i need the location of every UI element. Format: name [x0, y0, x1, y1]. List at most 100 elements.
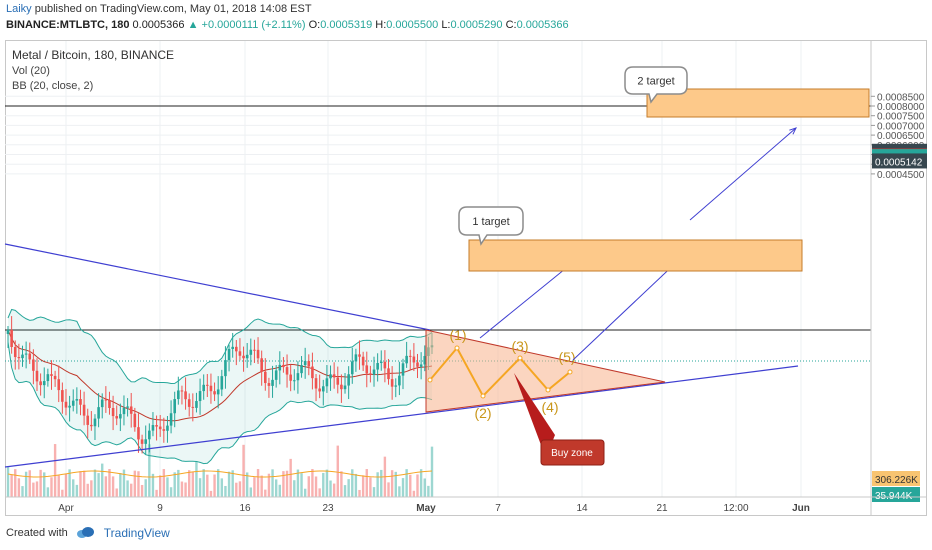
- target-arrow-3: [689, 127, 797, 221]
- volume-bar: [245, 472, 249, 497]
- volume-bar: [162, 469, 166, 497]
- volume-bar: [6, 466, 10, 497]
- candle-body: [191, 406, 195, 408]
- volume-bar: [216, 469, 220, 497]
- candle-body: [166, 425, 169, 431]
- volume-bar: [10, 474, 13, 497]
- buy-zone-pointer: [514, 373, 555, 445]
- candle-body: [282, 364, 285, 368]
- volume-bar: [300, 473, 303, 497]
- volume-bar: [93, 469, 97, 497]
- candle-body: [394, 385, 398, 387]
- wave-label: (1): [449, 327, 466, 343]
- candle-body: [64, 401, 68, 408]
- volume-bar: [347, 479, 350, 497]
- volume-bar: [376, 472, 379, 497]
- bb-lower-band: [7, 341, 433, 465]
- volume-label-bg: [872, 471, 920, 486]
- volume-bar: [202, 469, 205, 497]
- target-2-callout-label: 2 target: [637, 76, 674, 88]
- candle-body: [122, 407, 126, 415]
- x-tick-label: Jun: [792, 503, 810, 514]
- volume-bar: [39, 469, 42, 497]
- volume-bar: [108, 469, 111, 497]
- volume-bar: [57, 475, 60, 497]
- candle-body: [350, 361, 354, 375]
- candle-body: [46, 374, 50, 382]
- volume-bar: [238, 481, 242, 497]
- candle-body: [6, 330, 10, 334]
- y-tick-label: 0.0006500: [877, 131, 925, 142]
- candle-body: [220, 376, 224, 390]
- candle-body: [365, 365, 369, 374]
- candle-body: [387, 368, 390, 380]
- x-tick-label: 9: [157, 503, 163, 514]
- candle-body: [158, 426, 162, 430]
- candle-body: [104, 399, 108, 401]
- candle-body: [416, 362, 419, 367]
- candle-body: [271, 379, 274, 386]
- tradingview-brand[interactable]: TradingView: [103, 526, 170, 540]
- trendline-lower: [4, 365, 799, 468]
- volume-ma: [7, 470, 433, 478]
- volume-bar: [372, 487, 376, 497]
- volume-bar: [227, 471, 231, 497]
- candle-body: [390, 379, 394, 387]
- candle-body: [97, 407, 100, 419]
- x-tick-label: 23: [322, 503, 334, 514]
- last-price: 0.0005366: [132, 19, 185, 31]
- volume-bar: [380, 469, 383, 497]
- candle-body: [155, 425, 158, 427]
- candle-body: [180, 390, 184, 392]
- candle-body: [86, 415, 90, 425]
- volume-bar: [140, 484, 144, 497]
- volume-bar: [325, 469, 329, 497]
- created-with-label: Created with: [6, 527, 68, 539]
- trendline-upper: [4, 243, 431, 331]
- volume-bar: [213, 474, 216, 497]
- volume-bar: [282, 471, 285, 497]
- volume-bar: [285, 470, 289, 497]
- candle-body: [235, 346, 238, 352]
- volume-bar: [271, 469, 274, 497]
- volume-bar: [195, 461, 198, 497]
- x-tick-label: 16: [239, 503, 251, 514]
- candle-body: [325, 378, 329, 387]
- volume-bar: [86, 483, 89, 497]
- volume-bar: [307, 476, 310, 497]
- volume-bar: [137, 471, 140, 497]
- target-arrow-2: [572, 257, 682, 361]
- candle-body: [398, 375, 401, 386]
- x-tick-label: 21: [656, 503, 668, 514]
- candle-body: [129, 406, 133, 414]
- candle-body: [347, 374, 350, 386]
- candle-body: [278, 364, 282, 371]
- target-1-callout-bubble: [458, 206, 524, 246]
- volume-bar: [311, 469, 314, 497]
- volume-bar: [50, 477, 53, 497]
- volume-bar: [72, 479, 75, 497]
- candle-body: [119, 414, 122, 419]
- candle-body: [111, 408, 115, 417]
- candle-body: [61, 390, 64, 402]
- volume-bar: [303, 488, 307, 497]
- candle-body: [412, 356, 416, 363]
- candle-body: [289, 374, 292, 381]
- volume-bar: [412, 490, 416, 497]
- volume-bar: [64, 473, 68, 497]
- author-name[interactable]: Laiky: [6, 3, 32, 15]
- volume-bar: [419, 469, 423, 497]
- volume-bar: [104, 476, 108, 497]
- volume-bar: [122, 469, 126, 497]
- bb-fill: [8, 309, 432, 464]
- volume-bar: [46, 487, 50, 497]
- volume-bar: [278, 484, 281, 497]
- volume-bar: [173, 472, 176, 497]
- volume-bar: [130, 483, 133, 497]
- volume-label-bg: [872, 487, 920, 502]
- volume-bar: [24, 471, 28, 497]
- volume-bar: [224, 485, 227, 497]
- candle-body: [263, 371, 267, 384]
- volume-bar: [253, 477, 256, 497]
